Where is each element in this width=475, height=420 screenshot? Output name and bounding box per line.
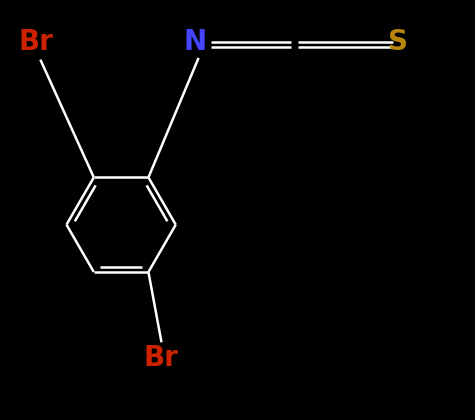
Text: Br: Br [143, 344, 178, 372]
Text: Br: Br [18, 28, 53, 56]
Text: N: N [183, 28, 206, 56]
Text: S: S [388, 28, 408, 56]
